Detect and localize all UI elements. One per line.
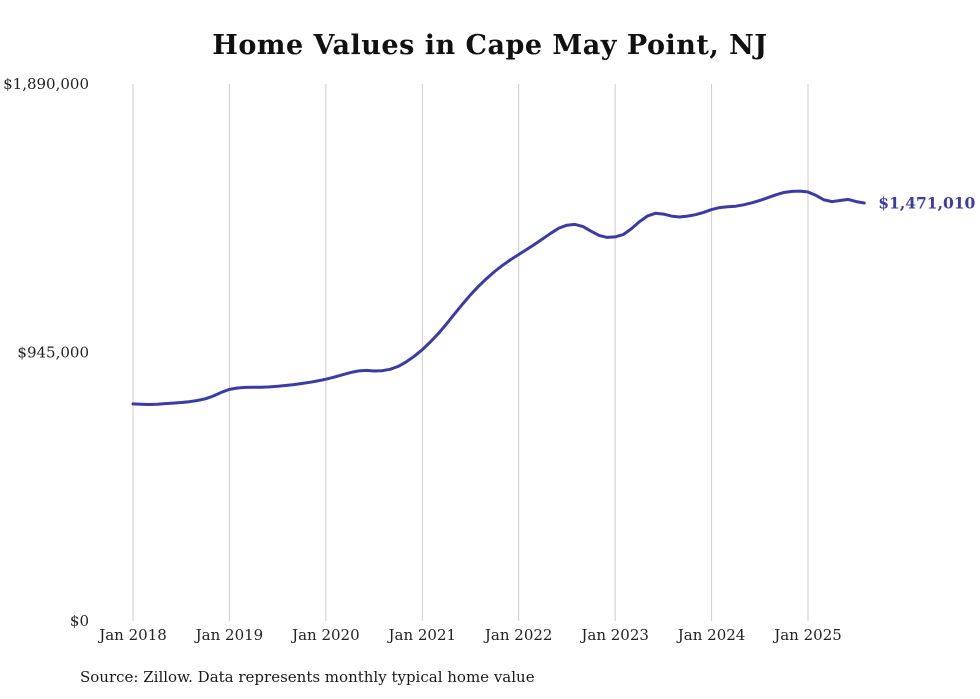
x-tick-label: Jan 2022 <box>483 626 553 644</box>
x-tick-label: Jan 2024 <box>676 626 746 644</box>
home-value-line <box>131 189 866 406</box>
y-tick-label: $1,890,000 <box>3 75 89 93</box>
x-tick-label: Jan 2019 <box>194 626 264 644</box>
chart-title: Home Values in Cape May Point, NJ <box>212 30 768 61</box>
y-tick-label: $945,000 <box>17 344 89 362</box>
x-tick-label: Jan 2023 <box>579 626 649 644</box>
x-tick-label: Jan 2020 <box>290 626 360 644</box>
x-tick-label: Jan 2021 <box>387 626 457 644</box>
latest-value-label: $1,471,010 <box>878 194 975 213</box>
x-tick-label: Jan 2018 <box>97 626 167 644</box>
x-tick-label: Jan 2025 <box>772 626 842 644</box>
y-tick-label: $0 <box>70 612 89 630</box>
source-note: Source: Zillow. Data represents monthly … <box>80 668 535 686</box>
